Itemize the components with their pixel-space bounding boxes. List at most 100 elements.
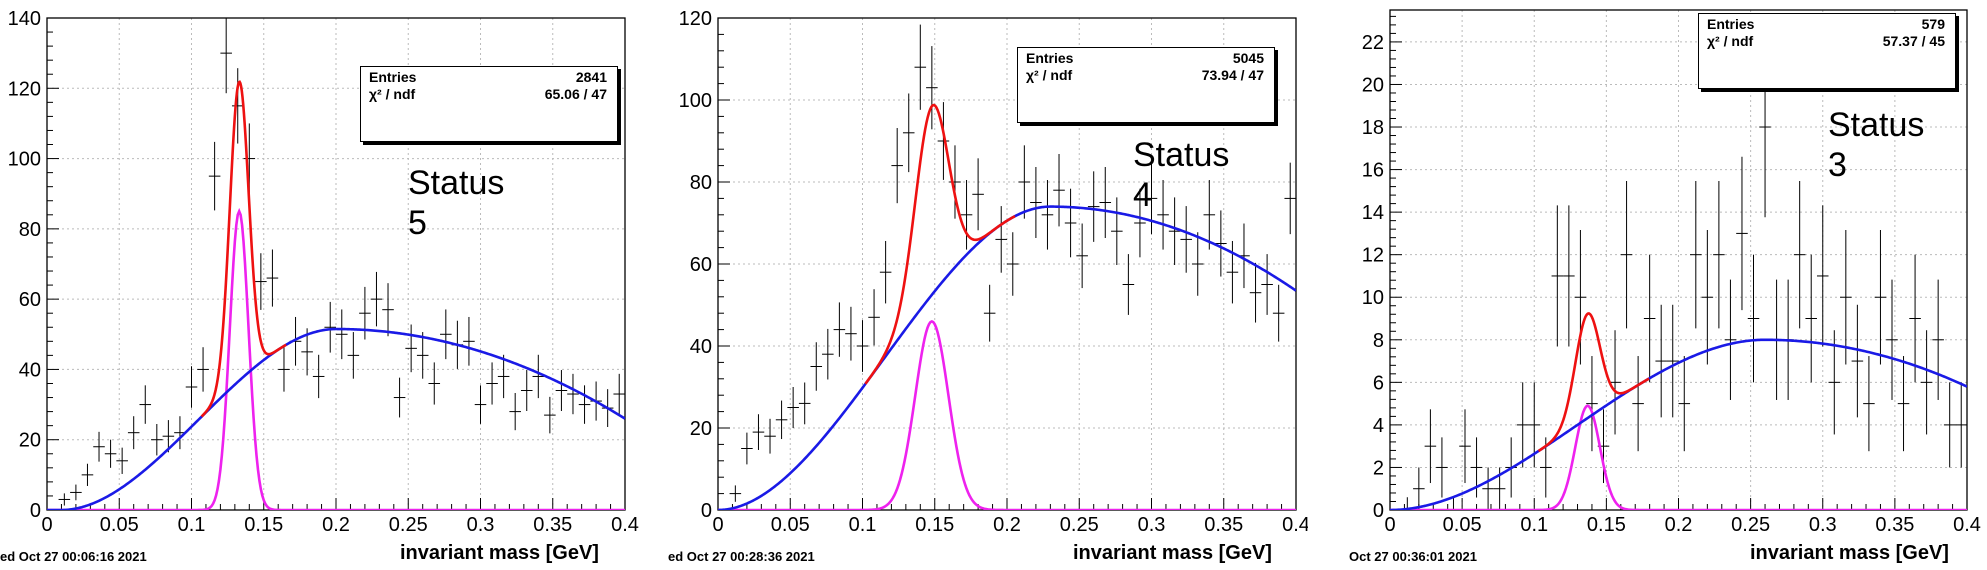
data-point: [937, 102, 950, 180]
data-point: [891, 128, 903, 204]
x-tick-label: 0.35: [533, 514, 572, 536]
data-point: [798, 382, 811, 425]
data-point: [1805, 254, 1817, 383]
data-point: [93, 431, 105, 462]
data-point: [497, 354, 510, 399]
data-point: [104, 439, 117, 468]
entries-value: 579: [1921, 16, 1945, 32]
data-point: [1087, 171, 1100, 242]
x-tick-label: 0.2: [322, 514, 350, 536]
x-tick-label: 0.35: [1875, 514, 1914, 536]
y-tick-label: 6: [1373, 372, 1384, 394]
data-point: [983, 284, 996, 342]
x-tick-label: 0.15: [915, 514, 954, 536]
x-tick-label: 0: [41, 514, 52, 536]
chi2-label: χ² / ndf: [1026, 67, 1073, 83]
data-point: [775, 400, 788, 440]
entries-label: Entries: [1026, 50, 1074, 66]
axes: 0 0.05 0.1 0.15 0.2 0.25 0.3 0.35 0.4 0 20 40 60 80 10…: [679, 8, 1308, 536]
status-number: 3: [1828, 146, 1847, 184]
x-tick-label: 0.3: [1809, 514, 1837, 536]
data-point: [1840, 229, 1852, 365]
y-tick-label: 18: [1362, 117, 1384, 139]
status-label: Status 4: [1133, 135, 1229, 215]
data-point: [116, 447, 128, 474]
status-number: 4: [1133, 176, 1152, 214]
data-point: [347, 332, 360, 379]
data-point: [1643, 254, 1656, 383]
histogram-plot: 0 0.05 0.1 0.15 0.2 0.25 0.3 0.35 0.4 0 20 40 60 80 10…: [8, 8, 639, 536]
data-point: [1482, 467, 1494, 510]
data-point: [1678, 356, 1691, 452]
x-axis-title: invariant mass [GeV]: [400, 542, 599, 564]
x-tick-label: 0.15: [1587, 514, 1626, 536]
x-tick-label: 0: [712, 514, 723, 536]
y-tick-label: 120: [679, 8, 712, 30]
y-tick-label: 120: [8, 78, 41, 100]
x-tick-label: 0.4: [611, 514, 639, 536]
data-point: [995, 206, 1007, 273]
data-point: [1724, 279, 1737, 400]
x-axis-title: invariant mass [GeV]: [1750, 542, 1949, 564]
data-point: [208, 141, 221, 211]
data-point: [370, 271, 383, 327]
y-tick-label: 4: [1373, 415, 1384, 437]
data-point: [197, 347, 209, 392]
data-point: [301, 328, 313, 376]
data-point: [231, 68, 244, 144]
data-point: [1413, 467, 1425, 510]
data-point: [1851, 304, 1864, 418]
entries-value: 2841: [575, 69, 607, 85]
data-point: [972, 158, 984, 231]
x-tick-label: 0.1: [1520, 514, 1548, 536]
y-tick-label: 2: [1373, 457, 1384, 479]
data-point: [902, 93, 915, 173]
entries-value: 5045: [1232, 50, 1264, 66]
data-point: [1932, 279, 1944, 400]
data-point: [532, 354, 545, 399]
data-point: [81, 463, 94, 486]
data-point: [741, 432, 753, 465]
data-point: [139, 385, 152, 424]
data-point: [879, 240, 892, 304]
status-label: Status 5: [408, 163, 504, 243]
x-axis-title: invariant mass [GeV]: [1073, 542, 1272, 564]
y-tick-label: 0: [701, 500, 712, 522]
data-point: [1955, 382, 1967, 468]
x-tick-label: 0.05: [771, 514, 810, 536]
data-point: [1632, 356, 1644, 452]
stats-box: Entries 5045 χ² / ndf 73.94 / 47: [1017, 47, 1275, 123]
data-point: [440, 309, 452, 360]
data-point: [359, 286, 371, 340]
data-point: [1574, 229, 1587, 365]
histogram-plot: 0 0.05 0.1 0.15 0.2 0.25 0.3 0.35 0.4 0 20 40 60 80 10…: [679, 8, 1308, 536]
data-point: [567, 373, 579, 415]
background-curve: [1390, 338, 1967, 510]
data-point: [1436, 437, 1448, 498]
y-tick-label: 100: [679, 90, 712, 112]
data-point: [1284, 162, 1296, 235]
data-point: [1053, 153, 1065, 227]
data-point: [544, 396, 556, 434]
data-point: [1701, 229, 1714, 365]
signal-curve: [718, 319, 1296, 510]
data-point: [428, 362, 441, 405]
data-point: [1459, 409, 1471, 484]
y-tick-label: 22: [1362, 32, 1384, 54]
y-tick-label: 16: [1362, 160, 1384, 182]
status-text: Status: [408, 164, 505, 202]
data-point: [856, 320, 869, 372]
data-point: [1007, 232, 1019, 296]
data-point: [1713, 180, 1725, 329]
data-point: [1180, 206, 1192, 273]
data-point: [1261, 254, 1273, 315]
axes: 0 0.05 0.1 0.15 0.2 0.25 0.3 0.35 0.4 0 2 4 6 8 10 12 14…: [1362, 15, 1981, 536]
chi2-label: χ² / ndf: [1707, 33, 1754, 49]
data-point: [255, 253, 267, 310]
status-number: 5: [408, 204, 427, 242]
data-point: [416, 332, 429, 379]
chi2-value: 57.37 / 45: [1882, 33, 1945, 49]
y-tick-label: 20: [690, 418, 712, 440]
stats-box: Entries 2841 χ² / ndf 65.06 / 47: [360, 66, 618, 142]
x-tick-label: 0.2: [993, 514, 1021, 536]
